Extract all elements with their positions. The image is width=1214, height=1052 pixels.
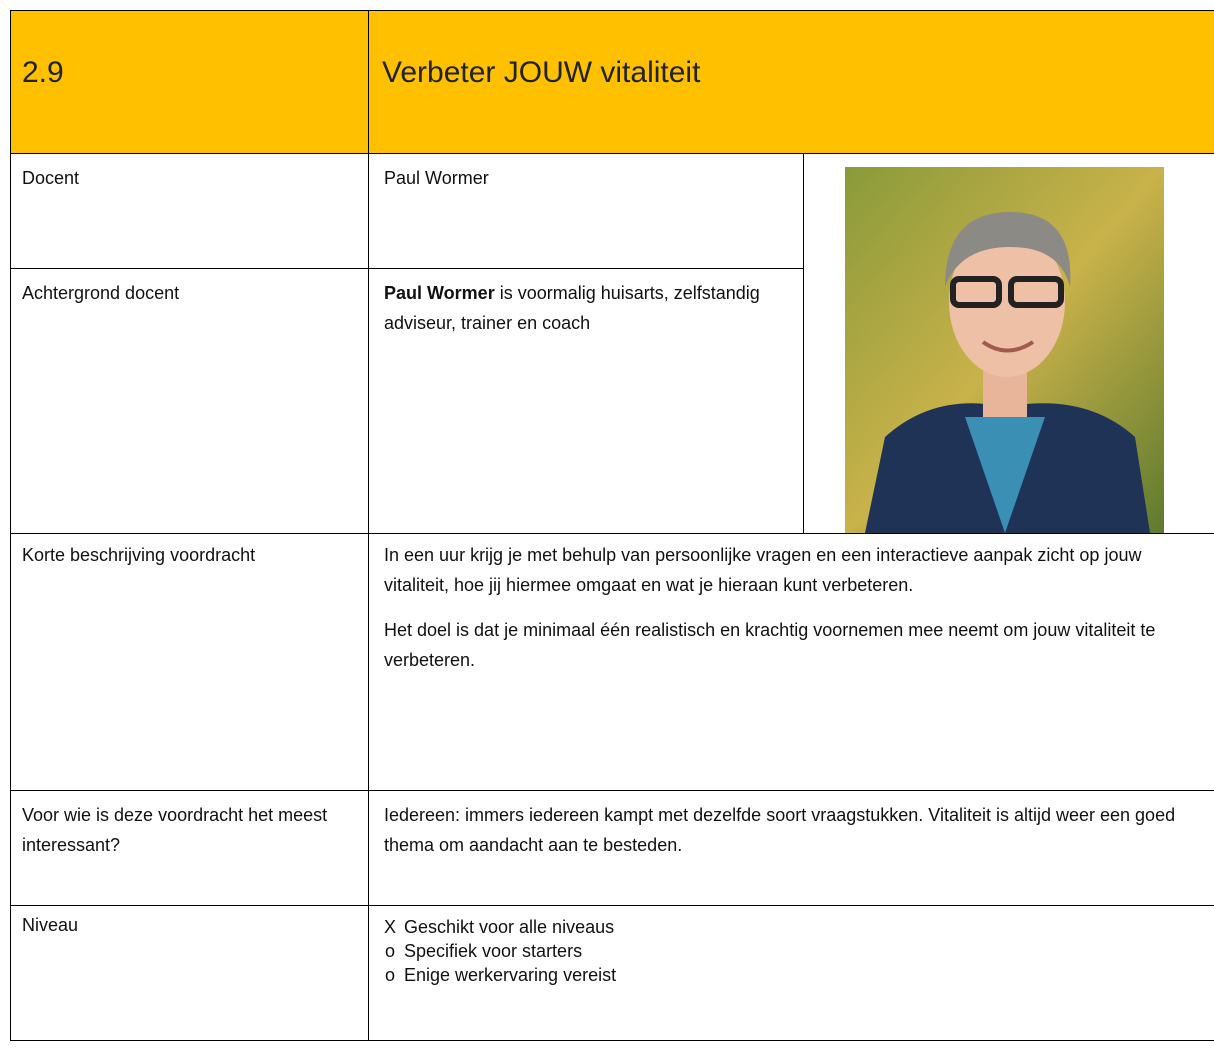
table-border xyxy=(10,10,11,1040)
bold-name: Paul Wormer xyxy=(384,283,495,303)
level-list: X Geschikt voor alle niveaus o Specifiek v… xyxy=(376,915,616,987)
column-divider xyxy=(803,153,804,533)
row-divider xyxy=(10,1040,1214,1041)
row-text: Paul Wormer is voormalig huisarts, zelfs… xyxy=(384,278,794,338)
row-label: Niveau xyxy=(22,915,79,935)
row-label: Achtergrond docent xyxy=(22,283,180,303)
paragraph: In een uur krijg je met behulp van perso… xyxy=(384,545,1142,595)
row-label: Docent xyxy=(22,168,80,188)
section-title: Verbeter JOUW vitaliteit xyxy=(382,56,701,89)
row-text: In een uur krijg je met behulp van perso… xyxy=(384,540,1194,690)
portrait-photo xyxy=(845,167,1164,533)
item-text: Geschikt voor alle niveaus xyxy=(404,917,615,937)
text: is voormalig huisarts, zelfstandig advis… xyxy=(384,283,760,333)
item-text: Specifiek voor starters xyxy=(404,941,583,961)
row-label: Korte beschrijving voordracht xyxy=(22,545,256,565)
header-bar xyxy=(10,10,1214,153)
list-item: o Enige werkervaring vereist xyxy=(376,963,616,987)
row-text: Iedereen: immers iedereen kampt met deze… xyxy=(384,805,1176,855)
column-divider xyxy=(368,10,369,1040)
row-label: Voor wie is deze voordracht het meest in… xyxy=(22,805,328,855)
row-divider xyxy=(10,153,1214,154)
row-divider xyxy=(10,268,803,269)
marker: o xyxy=(384,965,395,985)
marker: o xyxy=(384,941,395,961)
row-divider xyxy=(10,790,1214,791)
row-text: Paul Wormer xyxy=(384,168,489,188)
row-divider xyxy=(10,533,1214,534)
section-number: 2.9 xyxy=(22,56,64,89)
item-text: Enige werkervaring vereist xyxy=(404,965,617,985)
row-divider xyxy=(10,905,1214,906)
paragraph: Het doel is dat je minimaal één realisti… xyxy=(384,620,1156,670)
list-item: o Specifiek voor starters xyxy=(376,939,616,963)
marker: X xyxy=(383,917,396,937)
list-item: X Geschikt voor alle niveaus xyxy=(376,915,616,939)
